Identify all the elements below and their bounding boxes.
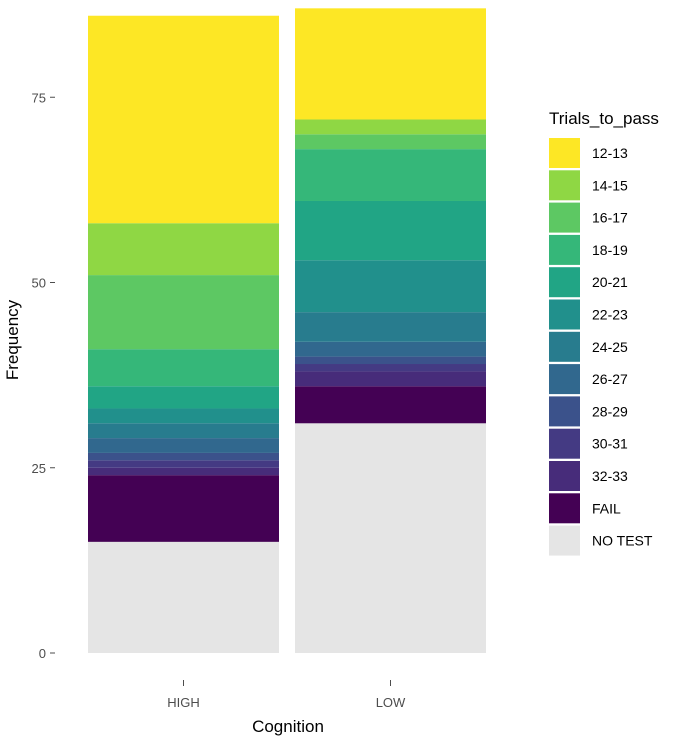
plot-area xyxy=(88,8,486,653)
legend-key-28-29 xyxy=(549,396,580,427)
legend-label-14-15: 14-15 xyxy=(592,177,628,193)
legend-label-18-19: 18-19 xyxy=(592,242,628,258)
bar-segment-high-no-test xyxy=(88,541,279,653)
bar-segment-low-22-23 xyxy=(295,260,486,313)
legend-label-20-21: 20-21 xyxy=(592,274,628,290)
legend-key-fail xyxy=(549,493,580,524)
legend-key-12-13 xyxy=(549,138,580,168)
legend-label-28-29: 28-29 xyxy=(592,403,628,419)
bar-segment-high-18-19 xyxy=(88,349,279,387)
bar-segment-high-28-29 xyxy=(88,452,279,461)
bar-segment-high-14-15 xyxy=(88,223,279,276)
legend: Trials_to_pass 12-13 14-15 16-17 18-19 20-21… xyxy=(549,109,659,556)
bar-segment-low-32-33 xyxy=(295,371,486,387)
bar-segment-low-fail xyxy=(295,386,486,424)
y-axis: 0 25 50 75 xyxy=(32,90,55,661)
legend-key-16-17 xyxy=(549,202,580,233)
bar-segment-low-18-19 xyxy=(295,149,486,201)
legend-label-12-13: 12-13 xyxy=(592,145,628,161)
legend-key-22-23 xyxy=(549,299,580,330)
legend-key-20-21 xyxy=(549,267,580,298)
legend-label-26-27: 26-27 xyxy=(592,371,628,387)
x-axis-title: Cognition xyxy=(252,717,324,736)
legend-key-26-27 xyxy=(549,364,580,395)
legend-label-24-25: 24-25 xyxy=(592,339,628,355)
bar-segment-low-14-15 xyxy=(295,119,486,135)
bar-segment-low-12-13 xyxy=(295,8,486,120)
legend-label-fail: FAIL xyxy=(592,500,621,516)
y-tick-label: 25 xyxy=(32,461,46,476)
y-tick-label: 75 xyxy=(32,90,46,105)
legend-key-24-25 xyxy=(549,331,580,362)
legend-label-32-33: 32-33 xyxy=(592,468,628,484)
bar-segment-high-16-17 xyxy=(88,275,279,350)
bar-segment-high-fail xyxy=(88,475,279,542)
bar-segment-low-16-17 xyxy=(295,134,486,150)
legend-label-16-17: 16-17 xyxy=(592,210,628,226)
bar-segment-low-no-test xyxy=(295,423,486,653)
y-tick-label: 0 xyxy=(39,646,46,661)
legend-key-18-19 xyxy=(549,234,580,265)
legend-title: Trials_to_pass xyxy=(549,109,659,128)
y-tick-label: 50 xyxy=(32,276,46,291)
legend-key-32-33 xyxy=(549,461,580,491)
bar-segment-high-20-21 xyxy=(88,386,279,409)
bar-segment-low-28-29 xyxy=(295,356,486,365)
legend-key-30-31 xyxy=(549,428,580,459)
bar-segment-low-24-25 xyxy=(295,312,486,342)
bar-segment-high-12-13 xyxy=(88,15,279,224)
legend-label-30-31: 30-31 xyxy=(592,436,628,452)
legend-label-no-test: NO TEST xyxy=(592,533,653,549)
bar-segment-low-26-27 xyxy=(295,341,486,357)
bar-segment-high-30-31 xyxy=(88,460,279,468)
legend-key-no-test xyxy=(549,525,580,556)
y-axis-title: Frequency xyxy=(3,299,22,380)
x-tick-label-low: LOW xyxy=(376,695,406,710)
x-axis: HIGH LOW xyxy=(167,680,406,710)
legend-key-14-15 xyxy=(549,170,580,201)
bar-segment-low-20-21 xyxy=(295,200,486,261)
x-tick-label-high: HIGH xyxy=(167,695,200,710)
bar-segment-high-26-27 xyxy=(88,438,279,453)
bar-segment-high-24-25 xyxy=(88,423,279,439)
bar-segment-high-22-23 xyxy=(88,408,279,424)
legend-label-22-23: 22-23 xyxy=(592,307,628,323)
bar-segment-high-32-33 xyxy=(88,467,279,476)
bar-segment-low-30-31 xyxy=(295,364,486,372)
